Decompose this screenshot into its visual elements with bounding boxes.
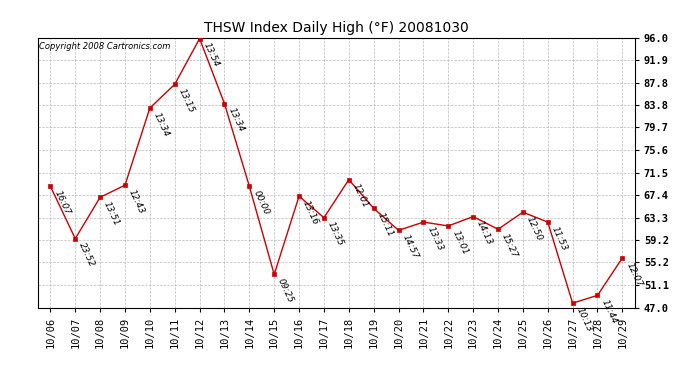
Text: 23:52: 23:52: [77, 242, 97, 269]
Text: 14:57: 14:57: [400, 233, 420, 261]
Text: Copyright 2008 Cartronics.com: Copyright 2008 Cartronics.com: [39, 42, 170, 51]
Text: 13:35: 13:35: [326, 220, 345, 248]
Text: 13:01: 13:01: [451, 229, 469, 256]
Text: 15:11: 15:11: [375, 211, 395, 238]
Text: 13:54: 13:54: [201, 41, 221, 69]
Text: 11:44: 11:44: [600, 298, 619, 326]
Text: 12:50: 12:50: [525, 215, 544, 242]
Text: 14:13: 14:13: [475, 219, 494, 247]
Text: 13:15: 13:15: [177, 87, 196, 114]
Title: THSW Index Daily High (°F) 20081030: THSW Index Daily High (°F) 20081030: [204, 21, 469, 35]
Text: 09:25: 09:25: [276, 277, 295, 304]
Text: 16:07: 16:07: [52, 189, 72, 216]
Text: 13:34: 13:34: [152, 111, 171, 138]
Text: 13:34: 13:34: [226, 106, 246, 134]
Text: 12:01: 12:01: [351, 182, 370, 210]
Text: 12:07: 12:07: [624, 261, 644, 288]
Text: 11:53: 11:53: [550, 225, 569, 252]
Text: 12:43: 12:43: [127, 188, 146, 215]
Text: 13:33: 13:33: [426, 225, 444, 252]
Text: 10:13: 10:13: [575, 306, 594, 333]
Text: 00:00: 00:00: [251, 189, 270, 216]
Text: 15:27: 15:27: [500, 232, 519, 260]
Text: 13:16: 13:16: [301, 199, 320, 226]
Text: 13:51: 13:51: [102, 200, 121, 227]
